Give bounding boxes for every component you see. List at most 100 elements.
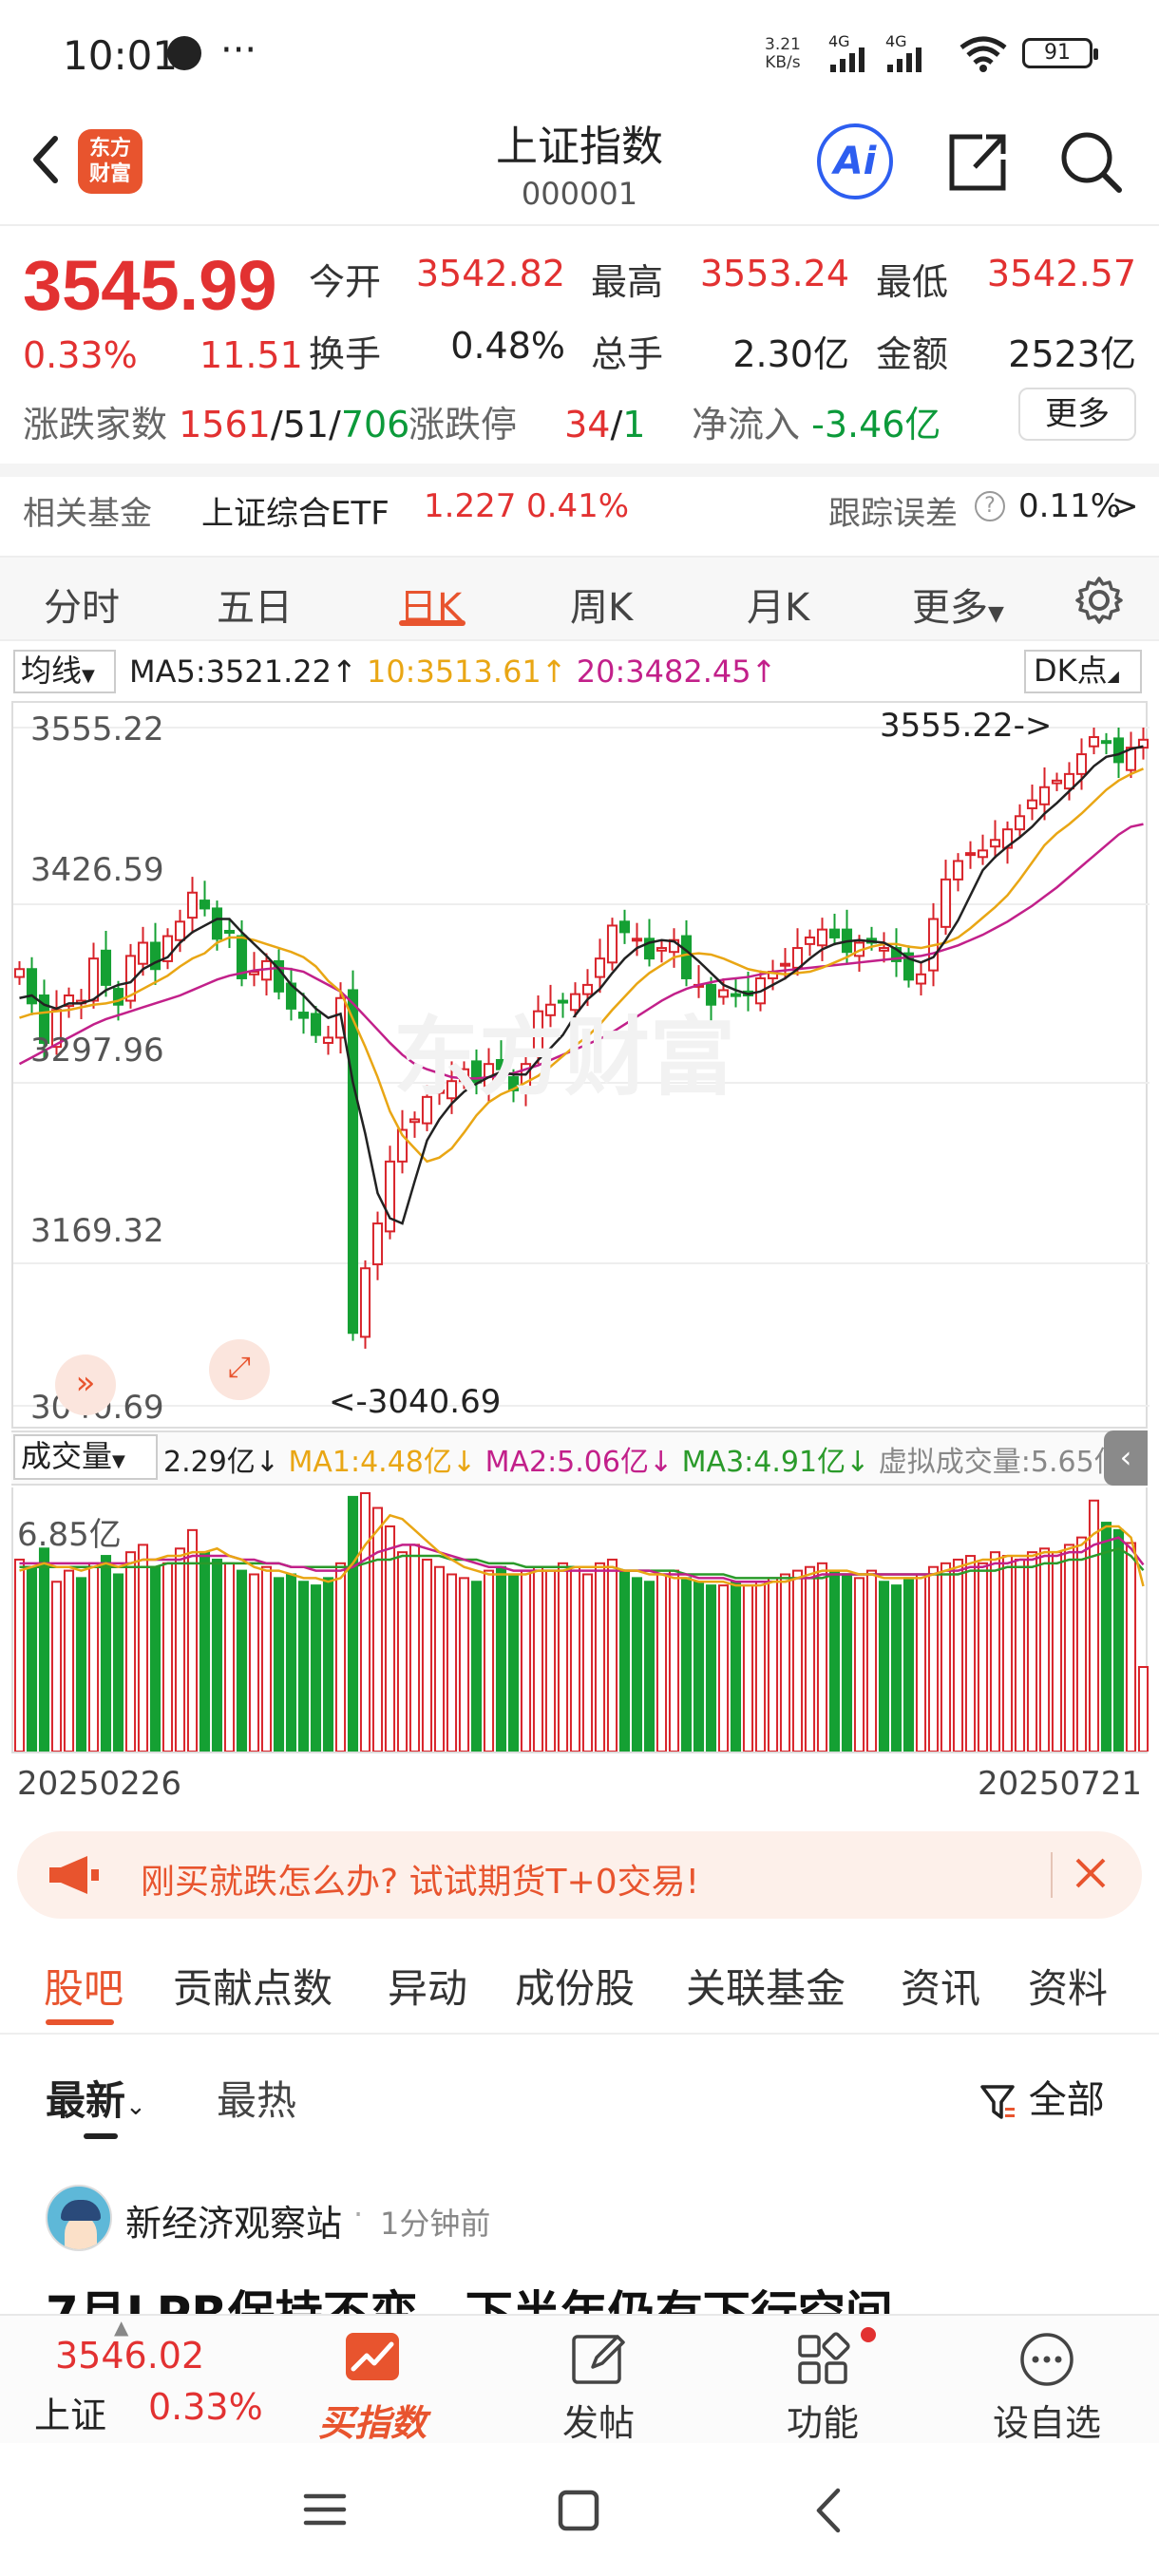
content-tabs-divider [0,2033,1159,2035]
avatar[interactable] [46,2185,112,2251]
ma20-value: 20:3482.45 [576,653,751,690]
volume-bar [421,1558,433,1752]
volume-bar [13,1558,26,1752]
help-icon[interactable]: ? [975,491,1005,521]
dk-point-selector[interactable]: DK点◢ [1024,650,1142,693]
tab-news[interactable]: 资讯 [901,1965,981,2012]
functions-button[interactable]: 功能 [728,2316,918,2445]
tab-related-funds[interactable]: 关联基金 [686,1965,846,2012]
network-speed-unit: KB/s [765,53,801,72]
date-end: 20250721 [977,1765,1142,1803]
volume-bar [1026,1551,1038,1752]
volume-bar [507,1573,520,1752]
volume-bar [223,1562,236,1752]
vol-y-tick: 6.85亿 [17,1516,122,1554]
volume-bar [396,1551,408,1752]
volume-bar [643,1581,656,1752]
volume-bar [137,1544,149,1752]
candle-body [384,1160,396,1233]
tab-contribution[interactable]: 贡献点数 [173,1965,333,2012]
volume-bar [322,1577,334,1752]
sort-hot[interactable]: 最热 [217,2077,297,2124]
candle-body [13,968,26,978]
ai-assistant-button[interactable]: Ai [817,123,893,199]
candle-body [162,935,174,962]
tab-five-day[interactable]: 五日 [217,586,293,630]
tab-more[interactable]: 更多▼ [912,577,1004,632]
post-author[interactable]: 新经济观察站 [125,2203,343,2245]
candle-body [50,1009,63,1049]
signal-label-2: 4G [885,32,907,50]
buy-index-button[interactable]: 买指数 [277,2316,467,2445]
back-arrow-icon[interactable] [19,122,76,198]
bottom-index-name[interactable]: 上证 [34,2395,107,2436]
tab-constituents[interactable]: 成份股 [515,1965,636,2012]
bottom-price[interactable]: 3546.02 [55,2335,205,2377]
dk-label: DK点 [1034,653,1108,689]
volume-chart[interactable]: 6.85亿 [11,1487,1150,1753]
close-icon[interactable] [1062,1845,1119,1902]
volume-bar [260,1565,273,1752]
candle-body [248,971,260,975]
candle-body [112,988,124,1006]
filter-button[interactable]: 全部 [978,2069,1105,2124]
net-inflow-row: 净流入 -3.46亿 [692,395,940,447]
tab-monthly-k[interactable]: 月K [747,586,810,630]
settings-gear-icon[interactable] [1074,575,1125,626]
app-logo: 东方 财富 [78,129,142,194]
volume-bar [334,1562,347,1752]
dot-separator: · [353,2196,364,2232]
tab-guba[interactable]: 股吧 [44,1965,124,2012]
fund-label: 相关基金 [23,495,152,533]
add-watchlist-button[interactable]: 设自选 [952,2316,1142,2445]
ad-text: 刚买就跌怎么办? 试试期货T+0交易! [141,1863,700,1902]
edit-icon [572,2335,625,2384]
share-icon[interactable] [940,123,1016,199]
candle-body [63,994,75,1008]
volume-bar [618,1569,631,1752]
volume-bar [841,1573,853,1752]
volume-bar [791,1569,804,1752]
volume-bar [816,1562,828,1752]
vol-value: 2.29亿 [163,1446,256,1479]
bottom-change-pct[interactable]: 0.33% [148,2386,263,2428]
volume-bar [890,1584,902,1752]
volume-header [11,1430,1148,1486]
volume-bar [952,1558,964,1752]
more-button[interactable]: 更多 [1018,388,1136,441]
tab-weekly-k[interactable]: 周K [570,586,634,630]
search-icon[interactable] [1053,123,1129,199]
volume-bar [680,1577,693,1752]
fullscreen-icon[interactable]: ⤢ [209,1339,270,1400]
volume-bar [359,1492,371,1752]
menu-icon[interactable] [302,2491,348,2529]
ma5-arrow-icon: ↑ [331,653,357,690]
status-more-icon: ··· [220,28,257,72]
volume-selector[interactable]: 成交量▼ [13,1434,158,1480]
volume-bar [1100,1522,1112,1752]
stock-code: 000001 [521,176,638,212]
candle-body [1100,740,1112,745]
candle-body [606,924,618,964]
post-button[interactable]: 发帖 [504,2316,694,2445]
candle-body [1051,779,1063,785]
candle-body [977,849,989,859]
expand-left-icon[interactable]: » [55,1354,116,1415]
tab-profile[interactable]: 资料 [1028,1965,1109,2012]
tab-movement[interactable]: 异动 [388,1965,468,2012]
ma-selector[interactable]: 均线▼ [13,650,116,693]
kline-chart[interactable]: 东方财富 3555.22 3426.59 3297.96 3169.32 304… [11,701,1150,1429]
candle-body [964,852,977,857]
sort-latest[interactable]: 最新⌄ [46,2069,146,2127]
logo-text-1: 东方 [88,137,131,161]
home-icon[interactable] [557,2489,600,2532]
candle-body [347,989,359,1335]
sort-underline [84,2133,118,2139]
tab-intraday[interactable]: 分时 [44,586,120,630]
related-fund-row[interactable]: 相关基金 上证综合ETF 1.227 0.41% 跟踪误差 ? 0.11% > [0,470,1159,546]
y-tick-4: 3169.32 [30,1212,164,1250]
current-price: 3545.99 [23,246,277,325]
ad-banner[interactable]: 刚买就跌怎么办? 试试期货T+0交易! [17,1831,1142,1919]
system-back-icon[interactable] [809,2487,847,2534]
collapse-panel-icon[interactable]: ‹ [1104,1430,1148,1486]
